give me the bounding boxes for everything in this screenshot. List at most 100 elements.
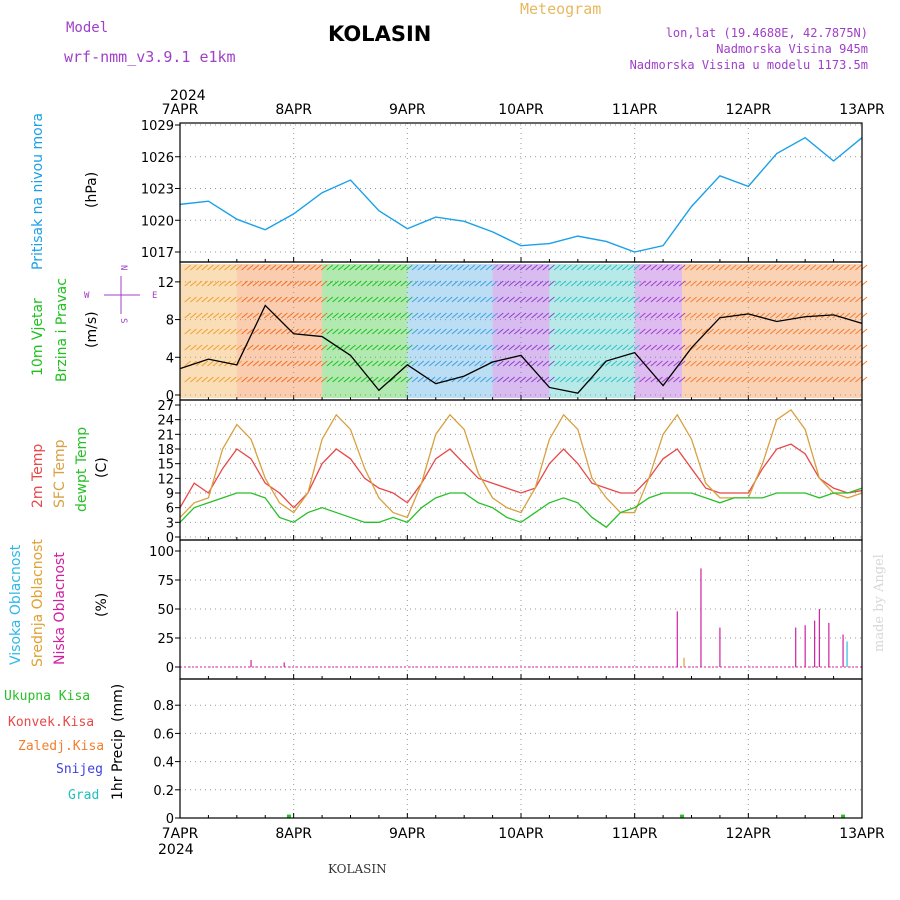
wind-barb: [190, 328, 197, 335]
wind-barb: [275, 344, 282, 351]
wind-barb: [400, 328, 408, 335]
wind-barb: [627, 264, 635, 271]
y-tick-label: 0: [166, 812, 174, 827]
wind-barb: [343, 264, 351, 271]
wind-barb: [656, 360, 663, 367]
wind-barb: [781, 312, 788, 319]
wind-barb: [263, 360, 271, 367]
wind-barb: [423, 376, 430, 383]
wind-barb: [474, 264, 481, 271]
panel-0: 1017 1020 1023 1026 1029: [141, 119, 863, 263]
dewpt-series-line: [179, 487, 863, 529]
wind-barb: [684, 328, 692, 335]
wind-compass: N S W E: [84, 265, 157, 323]
wind-barb: [212, 328, 220, 335]
wind-barb: [315, 264, 322, 271]
wind-barb: [667, 296, 675, 303]
y-tick-label: 0.8: [153, 699, 174, 714]
wind-barb: [576, 280, 584, 287]
wind-barb: [593, 328, 601, 335]
wind-barb: [525, 328, 533, 335]
wind-barb: [468, 312, 476, 319]
wind-barb: [246, 312, 254, 319]
y-tick-label: 24: [157, 414, 174, 429]
wind-barb: [360, 376, 368, 383]
wind-barb: [826, 344, 834, 351]
wind-barb: [479, 328, 487, 335]
wind-barb: [599, 264, 606, 271]
wind-barb: [718, 296, 726, 303]
wind-barb: [281, 376, 288, 383]
wind-barb: [843, 328, 851, 335]
wind-barb: [593, 344, 601, 351]
wind-speed-line: [179, 304, 863, 394]
wind-barb: [320, 328, 328, 335]
wind-barb: [781, 264, 788, 271]
wind-barb: [303, 296, 311, 303]
wind-barb: [815, 360, 822, 367]
y-tick-label: 27: [157, 399, 174, 414]
wind-barb: [650, 296, 658, 303]
wind-barb: [616, 296, 623, 303]
wind-barb: [252, 344, 260, 351]
wind-barb: [269, 280, 277, 287]
wind-barb: [269, 264, 277, 271]
wind-barb: [610, 312, 618, 319]
wind-barb: [309, 312, 317, 319]
wind-barb: [263, 312, 271, 319]
wind-barb: [587, 360, 595, 367]
wind-barb: [389, 280, 396, 287]
wind-barb: [724, 376, 731, 383]
wind-barb: [508, 264, 516, 271]
wind-barb: [292, 280, 300, 287]
wind-barb: [360, 264, 368, 271]
precip-bar: [286, 814, 291, 818]
y-tick-label: 100: [149, 545, 174, 560]
wind-barb: [599, 360, 606, 367]
wind-barb: [184, 312, 192, 319]
wind-barb: [553, 296, 561, 303]
wind-barb: [837, 360, 845, 367]
wind-barb: [570, 312, 578, 319]
wind-barb: [502, 296, 510, 303]
wind-barb: [281, 360, 288, 367]
wind-barb: [781, 344, 788, 351]
wind-barb: [781, 376, 788, 383]
wind-barb: [775, 376, 783, 383]
wind-barb: [644, 264, 652, 271]
wind-barb: [411, 344, 419, 351]
wind-barb: [764, 296, 771, 303]
wind-barb: [712, 328, 720, 335]
wind-barb: [360, 312, 368, 319]
wind-barb: [769, 376, 777, 383]
wind-barb: [451, 296, 459, 303]
wind-barb: [599, 328, 606, 335]
wind-barb: [758, 344, 766, 351]
wind-barb: [610, 328, 618, 335]
wind-barb: [792, 296, 800, 303]
wind-barb: [485, 280, 493, 287]
wind-barb: [394, 312, 402, 319]
wind-barb: [457, 312, 464, 319]
wind-barb: [292, 296, 300, 303]
wind-barb: [644, 328, 652, 335]
wind-barb: [559, 376, 567, 383]
wind-barb: [531, 344, 538, 351]
wind-barb: [565, 312, 572, 319]
wind-barb: [281, 344, 288, 351]
wind-barb: [406, 328, 413, 335]
wind-barb: [582, 264, 589, 271]
temp-unit-label: (C): [94, 457, 110, 478]
wind-barb: [786, 264, 794, 271]
wind-barb: [786, 280, 794, 287]
y-tick-label: 0: [166, 531, 174, 546]
wind-barb: [411, 296, 419, 303]
wind-barb: [377, 264, 385, 271]
wind-barb: [661, 280, 669, 287]
wind-barb: [599, 376, 606, 383]
wind-barb: [650, 360, 658, 367]
wind-barb: [843, 312, 851, 319]
wind-barb: [531, 328, 538, 335]
wind-barb: [275, 296, 282, 303]
wind-barb: [673, 312, 680, 319]
